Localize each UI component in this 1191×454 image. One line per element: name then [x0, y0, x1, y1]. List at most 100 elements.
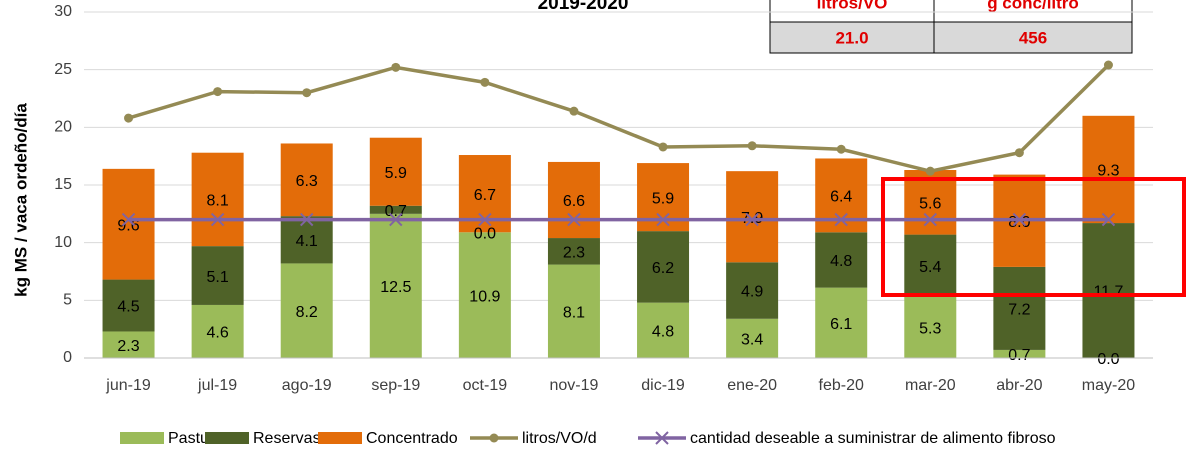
data-label: 6.6 [563, 193, 585, 210]
data-label: 5.1 [207, 269, 229, 286]
line-marker [569, 106, 579, 116]
x-tick-label: dic-19 [641, 377, 685, 394]
line [128, 63, 1110, 173]
bar-segment [726, 318, 779, 358]
table-cell: 21.0 [835, 28, 868, 47]
line-marker [213, 87, 223, 97]
data-label: 5.9 [385, 165, 407, 182]
data-label: 9.6 [117, 217, 139, 234]
y-tick-label: 25 [54, 61, 72, 78]
y-tick-label: 20 [54, 119, 72, 136]
legend-label: litros/VO/d [522, 430, 597, 447]
line-marker [925, 166, 935, 176]
table-row [769, 21, 1133, 54]
data-label: 6.1 [830, 316, 852, 333]
x-tick-label: jun-19 [105, 377, 151, 394]
y-tick-label: 15 [54, 176, 72, 193]
x-tick-label: feb-20 [819, 377, 864, 394]
legend-item: cantidad deseable a suministrar de alime… [638, 430, 1056, 447]
x-tick-label: ene-20 [727, 377, 777, 394]
data-label: 0.0 [1097, 351, 1119, 368]
x-tick-label: sep-19 [371, 377, 420, 394]
data-label: 5.9 [652, 190, 674, 207]
data-label: 0.7 [385, 203, 407, 220]
bar-segment [280, 263, 333, 358]
line-marker [567, 212, 581, 227]
x-tick-label: jul-19 [197, 377, 237, 394]
bar-segment [369, 205, 422, 214]
data-label: 6.2 [652, 260, 674, 277]
bar-segment [637, 302, 690, 358]
line-marker [480, 77, 490, 87]
data-label: 6.7 [474, 187, 496, 204]
bar-segment [280, 216, 333, 264]
data-label: 4.5 [117, 299, 139, 316]
bar-segment [280, 143, 333, 217]
data-label: 4.8 [830, 253, 852, 270]
table-cell: 456 [1019, 28, 1047, 47]
line-marker [302, 88, 312, 98]
bar-segment [993, 266, 1046, 350]
x-tick-label: may-20 [1082, 377, 1135, 394]
data-label: 7.2 [1008, 302, 1030, 319]
data-label: 12.5 [380, 279, 411, 296]
line-marker [1103, 60, 1113, 70]
bar-segment [1082, 223, 1135, 358]
legend-item: litros/VO/d [470, 430, 597, 447]
bar-segment [191, 304, 244, 358]
bar-segment [102, 331, 155, 358]
bar-segment [904, 234, 957, 297]
x-tick-label: ago-19 [282, 377, 332, 394]
bar-segment [547, 161, 600, 239]
legend-swatch [205, 432, 249, 444]
line-marker [923, 212, 937, 227]
y-tick-label: 5 [63, 292, 72, 309]
data-label: 5.4 [919, 259, 941, 276]
data-label: 0.7 [1008, 347, 1030, 364]
bar-segment [637, 231, 690, 303]
bar-segment [458, 232, 511, 358]
highlight-box [881, 177, 1186, 297]
line-marker [210, 212, 225, 227]
table-header-cell: litros/VO [817, 0, 888, 12]
line-marker [1101, 212, 1116, 227]
data-label: 8.1 [563, 305, 585, 322]
y-axis-label: kg MS / vaca ordeño/día [11, 103, 30, 297]
data-label: 8.2 [296, 304, 318, 321]
legend-item: Concentrado [318, 430, 458, 447]
line-marker [836, 144, 846, 154]
line-marker [1012, 212, 1027, 227]
bar-segment [1082, 115, 1135, 224]
data-label: 5.6 [919, 196, 941, 213]
x-tick-label: oct-19 [463, 377, 508, 394]
bar-segment [815, 287, 868, 358]
bar-segment [191, 152, 244, 247]
bar-segment [726, 262, 779, 319]
data-label: 11.7 [1093, 284, 1123, 301]
line-marker [834, 212, 848, 227]
table-header-cell: g conc/litro [987, 0, 1079, 12]
bar-segment [547, 238, 600, 265]
line-marker [656, 212, 670, 227]
data-label: 4.6 [207, 325, 229, 342]
bar-segment [993, 349, 1046, 358]
bar-segment [191, 246, 244, 305]
data-label: 10.9 [469, 288, 500, 305]
line-marker [124, 113, 134, 123]
data-label: 4.1 [296, 233, 318, 250]
data-label: 8.0 [1008, 214, 1030, 231]
y-tick-label: 10 [54, 234, 72, 251]
line-marker [1014, 148, 1024, 158]
data-label: 4.9 [741, 284, 763, 301]
data-label: 3.4 [741, 332, 763, 349]
data-label: 5.3 [919, 321, 941, 338]
legend-marker [489, 433, 499, 443]
data-label: 2.3 [117, 338, 139, 355]
bar-segment [904, 296, 957, 358]
bar-segment [369, 213, 422, 358]
line-marker [389, 212, 403, 227]
line-marker [391, 62, 401, 72]
line-marker [300, 212, 314, 227]
bar-segment [726, 171, 779, 263]
grid [84, 11, 1153, 359]
